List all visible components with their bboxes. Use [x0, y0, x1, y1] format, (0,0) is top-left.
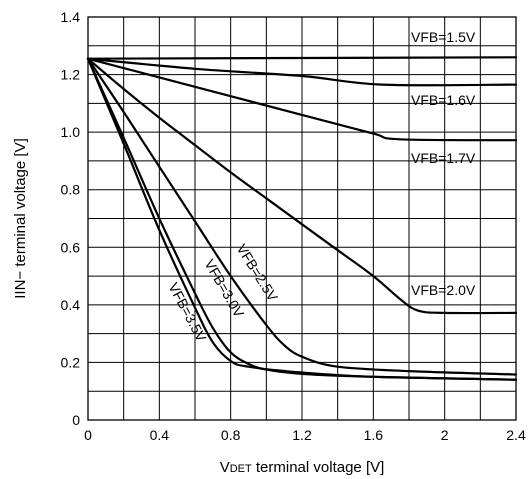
x-axis-label: VDET terminal voltage [V]	[220, 459, 385, 476]
y-axis-label: IIN− terminal voltage [V]	[12, 138, 29, 299]
y-tick-label: 1.4	[61, 9, 81, 25]
y-tick-label: 1.2	[61, 67, 81, 83]
plot-frame	[87, 16, 517, 421]
series-curves	[86, 56, 518, 381]
x-tick-label: 0	[84, 427, 92, 443]
y-tick-label: 0.4	[61, 297, 81, 313]
series-line-1	[86, 57, 518, 87]
x-tick-label: 0.4	[150, 427, 170, 443]
y-tick-label: 0.6	[61, 239, 81, 255]
x-tick-label: 2	[441, 427, 449, 443]
y-tick-label: 0.8	[61, 182, 81, 198]
series-labels: VFB=1.5V VFB=1.6V VFB=1.7V VFB=2.0V VFB=2.5V…	[165, 29, 476, 345]
grid-lines	[88, 17, 516, 420]
x-axis-label-subscript: DET	[230, 463, 252, 475]
y-tick-label: 1.0	[61, 124, 81, 140]
x-tick-label: 0.8	[221, 427, 241, 443]
x-tick-label: 1.2	[292, 427, 312, 443]
tick-labels: 0 0.4 0.8 1.2 1.6 2 2.4 0 0.2 0.4 0.6 0.8 1.0 1.2 1.4	[61, 9, 526, 443]
series-label-0: VFB=1.5V	[411, 29, 476, 45]
series-label-1: VFB=1.6V	[411, 92, 476, 108]
x-tick-label: 1.6	[364, 427, 384, 443]
y-tick-label: 0	[72, 412, 80, 428]
series-line-6	[86, 57, 518, 381]
series-line-2	[86, 57, 518, 142]
series-label-3: VFB=2.0V	[411, 282, 476, 298]
x-tick-label: 2.4	[506, 427, 526, 443]
series-label-4: VFB=2.5V	[233, 241, 281, 304]
y-tick-label: 0.2	[61, 354, 81, 370]
x-axis-label-main: V	[220, 459, 230, 476]
series-label-2: VFB=1.7V	[411, 150, 476, 166]
series-line-3	[86, 57, 518, 315]
series-line-0	[86, 56, 518, 60]
x-axis-label-rest: terminal voltage [V]	[252, 459, 385, 476]
series-line-4	[86, 57, 518, 376]
